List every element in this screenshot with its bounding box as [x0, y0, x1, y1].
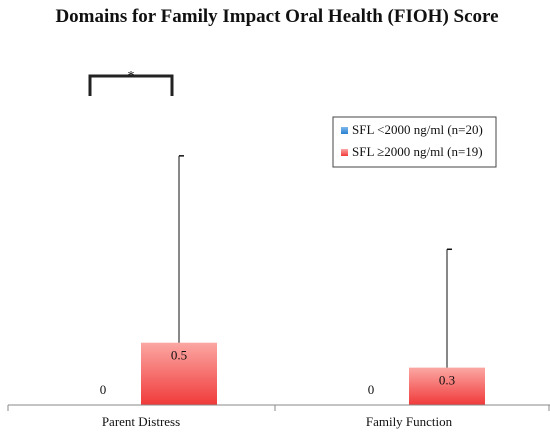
chart-title: Domains for Family Impact Oral Health (F…: [55, 6, 498, 27]
legend-label-series-1: SFL <2000 ng/ml (n=20): [352, 122, 483, 137]
x-tick-label: Parent Distress: [102, 414, 180, 429]
data-label: 0: [368, 382, 375, 397]
bar-series2-family-function: [409, 367, 485, 405]
data-label: 0: [100, 382, 107, 397]
x-tick-label: Family Function: [366, 414, 453, 429]
legend-swatch-blue: [341, 127, 348, 134]
x-tick-labels: Parent Distress Family Function: [102, 414, 453, 429]
significance-star: *: [128, 69, 135, 84]
legend-label-series-2: SFL ≥2000 ng/ml (n=19): [352, 144, 483, 159]
data-label: 0.3: [439, 373, 455, 388]
legend-swatch-red: [341, 149, 348, 156]
bar-series2-parent-distress: [141, 342, 217, 405]
error-bars-layer: [178, 155, 452, 368]
legend-box: [332, 116, 497, 168]
data-label: 0.5: [171, 348, 187, 363]
value-labels-layer: 0 0 0.5 0.3: [100, 348, 455, 397]
bracket-line: [88, 74, 174, 96]
legend: SFL <2000 ng/ml (n=20) SFL ≥2000 ng/ml (…: [332, 116, 497, 168]
significance-bracket: *: [88, 69, 174, 96]
bars-layer: [141, 342, 485, 405]
